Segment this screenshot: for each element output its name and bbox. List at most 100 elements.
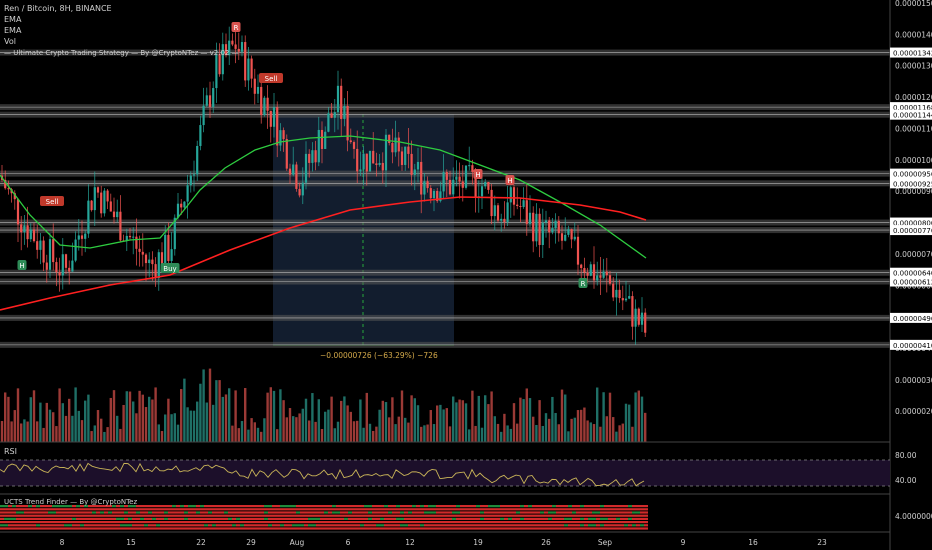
candle xyxy=(55,262,58,273)
trend-cell xyxy=(284,514,288,517)
trend-cell xyxy=(192,511,196,514)
signal-marker[interactable] xyxy=(231,22,241,32)
trend-cell xyxy=(396,527,400,530)
candle xyxy=(596,275,599,281)
trend-cell xyxy=(192,524,196,527)
signal-marker[interactable] xyxy=(160,263,180,273)
trend-cell xyxy=(328,505,332,508)
trend-cell xyxy=(52,521,56,524)
trend-cell xyxy=(524,505,528,508)
trend-cell xyxy=(24,514,28,517)
trend-cell xyxy=(336,527,340,530)
volume-bar xyxy=(90,431,93,442)
trend-cell xyxy=(556,517,560,520)
trend-cell xyxy=(232,511,236,514)
trend-cell xyxy=(608,508,612,511)
level-label: 0.00000776 xyxy=(893,227,932,235)
candle xyxy=(260,86,263,116)
trend-cell xyxy=(124,505,128,508)
candle xyxy=(468,165,471,167)
signal-marker[interactable] xyxy=(259,73,283,83)
trend-cell xyxy=(632,508,636,511)
trend-cell xyxy=(308,527,312,530)
trend-cell xyxy=(612,514,616,517)
trend-cell xyxy=(508,505,512,508)
trend-cell xyxy=(432,517,436,520)
trend-cell xyxy=(144,511,148,514)
trend-cell xyxy=(68,517,72,520)
volume-bar xyxy=(192,410,196,442)
trend-cell xyxy=(224,517,228,520)
trend-cell xyxy=(384,511,388,514)
trend-cell xyxy=(472,514,476,517)
trend-cell xyxy=(168,517,172,520)
trend-cell xyxy=(644,505,648,508)
trend-cell xyxy=(44,511,48,514)
volume-bar xyxy=(496,423,500,442)
volume-bar xyxy=(80,420,84,442)
trend-cell xyxy=(144,508,148,511)
volume-bar xyxy=(564,394,567,442)
volume-bar xyxy=(116,415,119,442)
volume-bar xyxy=(186,407,189,442)
trend-cell xyxy=(240,514,244,517)
trend-cell xyxy=(432,511,436,514)
candle xyxy=(487,181,490,190)
trend-cell xyxy=(508,524,512,527)
signal-label: H xyxy=(507,177,512,185)
candle xyxy=(189,175,192,186)
trend-cell xyxy=(336,508,340,511)
trend-cell xyxy=(240,511,244,514)
trend-cell xyxy=(72,514,76,517)
volume-bar xyxy=(170,414,173,442)
trend-cell xyxy=(208,505,212,508)
ema-legend-1[interactable]: EMA xyxy=(4,15,22,24)
trend-cell xyxy=(280,527,284,530)
signal-marker[interactable] xyxy=(505,175,515,185)
rsi-title[interactable]: RSI xyxy=(4,447,17,456)
trend-cell xyxy=(524,511,528,514)
trend-cell xyxy=(60,508,64,511)
strategy-legend[interactable]: — Ultimate Crypto Trading Strategy — By … xyxy=(4,49,239,57)
volume-bar xyxy=(477,395,480,442)
level-tag xyxy=(890,276,932,287)
trend-cell xyxy=(284,524,288,527)
trend-cell xyxy=(24,517,28,520)
ema-legend-2[interactable]: EMA xyxy=(4,26,22,35)
time-tick: 8 xyxy=(60,538,65,547)
candle xyxy=(570,229,573,240)
trend-cell xyxy=(72,508,76,511)
volume-bar xyxy=(474,425,477,442)
trend-cell xyxy=(596,511,600,514)
trend-cell xyxy=(280,524,284,527)
trend-cell xyxy=(44,508,48,511)
trend-cell xyxy=(540,521,544,524)
candle xyxy=(388,134,391,143)
volume-legend[interactable]: Vol xyxy=(4,37,16,46)
volume-bar xyxy=(340,400,343,442)
signal-marker[interactable] xyxy=(578,278,588,288)
trend-cell xyxy=(216,505,220,508)
trend-cell xyxy=(300,524,304,527)
signal-marker[interactable] xyxy=(40,196,64,206)
trend-cell xyxy=(264,511,268,514)
candle xyxy=(426,181,429,189)
trend-cell xyxy=(376,524,380,527)
trend-cell xyxy=(324,527,328,530)
volume-bar xyxy=(144,407,148,442)
trend-cell xyxy=(372,517,376,520)
volume-bar xyxy=(554,413,557,442)
trend-cell xyxy=(472,511,476,514)
signal-marker[interactable] xyxy=(17,260,27,270)
trend-cell xyxy=(420,505,424,508)
trend-cell xyxy=(292,505,296,508)
candle xyxy=(100,192,103,214)
trend-cell xyxy=(408,517,412,520)
candle xyxy=(71,260,74,272)
trend-cell xyxy=(304,517,308,520)
signal-marker[interactable] xyxy=(473,169,483,179)
trend-cell xyxy=(284,508,288,511)
trend-cell xyxy=(464,514,468,517)
trend-finder-title[interactable]: UCTS Trend Finder — By @CryptoNTez xyxy=(4,498,138,506)
